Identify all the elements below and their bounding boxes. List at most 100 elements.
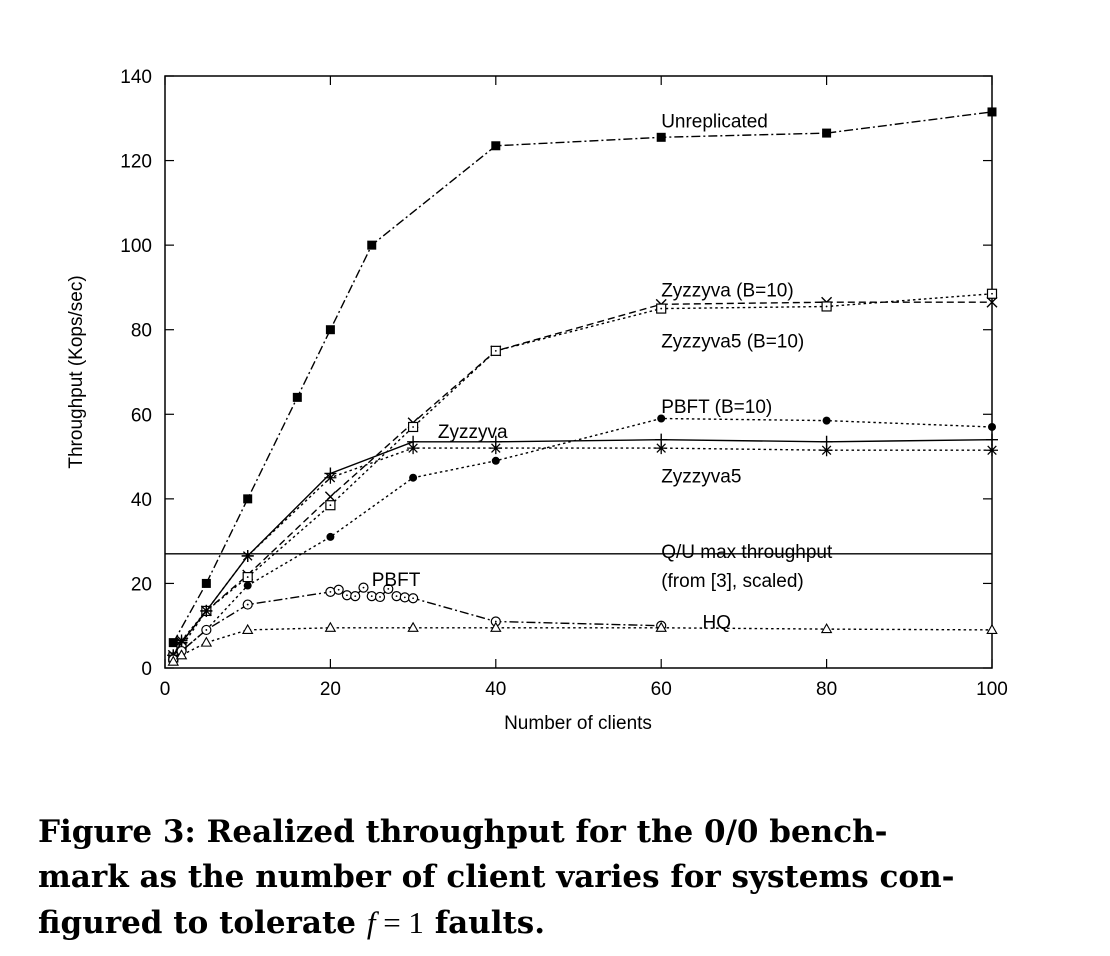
data-point bbox=[243, 494, 253, 504]
marker-dot bbox=[329, 504, 332, 507]
series-line bbox=[172, 417, 993, 660]
marker-dot bbox=[379, 596, 381, 598]
series-label: HQ bbox=[703, 612, 732, 633]
series-label: Zyzzyva5 (B=10) bbox=[661, 331, 804, 352]
data-point bbox=[822, 416, 831, 425]
series-zyzzyva bbox=[167, 433, 998, 662]
data-point bbox=[366, 591, 377, 602]
data-point bbox=[408, 421, 419, 433]
marker-dot bbox=[337, 588, 340, 591]
series-pbft-b-10 bbox=[169, 414, 996, 664]
caption-line-3-end: faults. bbox=[423, 905, 546, 941]
data-point bbox=[325, 586, 336, 597]
series-label: Unreplicated bbox=[661, 111, 768, 132]
data-point bbox=[408, 593, 419, 604]
data-point bbox=[820, 622, 833, 634]
x-tick-label: 60 bbox=[651, 679, 672, 700]
plot-frame bbox=[164, 75, 993, 669]
data-point bbox=[350, 591, 361, 602]
marker-dot bbox=[362, 586, 365, 589]
data-point bbox=[409, 473, 418, 482]
data-point bbox=[324, 471, 337, 484]
marker-dot bbox=[354, 595, 357, 598]
data-point bbox=[175, 649, 188, 660]
marker-dot bbox=[246, 603, 249, 606]
x-tick-label: 40 bbox=[485, 679, 506, 700]
marker-dot bbox=[246, 576, 249, 578]
series-line bbox=[172, 447, 992, 656]
caption-line-3-start: figured to tolerate bbox=[38, 905, 367, 941]
data-point bbox=[821, 301, 832, 312]
data-point bbox=[201, 578, 211, 588]
data-point bbox=[986, 433, 998, 446]
series-pbft bbox=[168, 582, 667, 665]
caption-math-rest: = 1 bbox=[375, 905, 424, 940]
series-group bbox=[167, 107, 998, 666]
data-point bbox=[292, 392, 302, 402]
data-point bbox=[820, 444, 833, 457]
y-tick-label: 60 bbox=[131, 405, 152, 426]
series-label: PBFT bbox=[372, 570, 421, 591]
marker-dot bbox=[825, 305, 828, 308]
series-label: Zyzzyva5 bbox=[661, 467, 741, 488]
data-point bbox=[243, 581, 252, 590]
marker-dot bbox=[403, 596, 406, 599]
x-axis-label: Number of clients bbox=[504, 713, 652, 734]
reference-line-group: Q/U max throughput (from [3], scaled) bbox=[165, 542, 992, 592]
throughput-chart: 0 20 40 60 80 100 0 20 40 60 80 100 120 140 Q/U max t… bbox=[66, 67, 1008, 734]
series-zyzzyva5 bbox=[167, 442, 998, 662]
marker-dot bbox=[412, 597, 414, 600]
data-point bbox=[324, 491, 336, 503]
data-point bbox=[242, 599, 253, 610]
caption-line-1: Figure 3: Realized throughput for the 0/… bbox=[38, 814, 888, 850]
y-tick-label: 80 bbox=[131, 321, 152, 342]
caption-math-var: f bbox=[366, 905, 376, 940]
x-tick-label: 80 bbox=[816, 679, 837, 700]
x-tick-label: 100 bbox=[976, 679, 1008, 700]
y-tick-label: 0 bbox=[141, 659, 152, 680]
marker-dot bbox=[660, 307, 663, 310]
data-point bbox=[175, 634, 188, 647]
y-tick-label: 20 bbox=[131, 574, 152, 595]
data-point bbox=[241, 623, 254, 634]
data-point bbox=[325, 500, 336, 511]
data-point bbox=[489, 442, 502, 455]
data-point bbox=[201, 624, 212, 636]
qu-max-throughput-label: (from [3], scaled) bbox=[661, 571, 804, 592]
data-point bbox=[491, 141, 501, 151]
data-point bbox=[657, 414, 666, 423]
series-line bbox=[172, 438, 993, 656]
x-tick-label: 0 bbox=[160, 679, 171, 700]
marker-dot bbox=[205, 629, 208, 631]
series-label: Zyzzyva bbox=[438, 422, 508, 443]
axes: 0 20 40 60 80 100 0 20 40 60 80 100 120 140 bbox=[120, 67, 1008, 700]
marker-dot bbox=[370, 595, 373, 598]
data-point bbox=[407, 442, 420, 455]
data-point bbox=[490, 345, 501, 356]
caption-math: f = 1 bbox=[367, 905, 424, 940]
series-zyzzyva5-b-10 bbox=[168, 288, 998, 663]
series-zyzzyva-b-10 bbox=[167, 296, 998, 661]
series-line bbox=[172, 301, 992, 656]
data-point bbox=[490, 621, 502, 632]
data-point bbox=[986, 444, 998, 457]
marker-dot bbox=[346, 594, 348, 597]
data-point bbox=[656, 132, 666, 142]
marker-dot bbox=[494, 349, 497, 352]
data-point bbox=[200, 636, 213, 647]
series-hq bbox=[167, 621, 998, 666]
data-point bbox=[341, 590, 353, 601]
data-point bbox=[358, 582, 369, 593]
data-point bbox=[326, 532, 335, 541]
y-tick-label: 40 bbox=[131, 490, 152, 511]
data-point bbox=[491, 456, 500, 465]
series-line bbox=[172, 627, 993, 663]
data-point bbox=[367, 240, 377, 250]
y-axis-label: Throughput (Kops/sec) bbox=[66, 275, 87, 468]
data-point bbox=[391, 591, 402, 602]
data-point bbox=[987, 107, 997, 117]
data-point bbox=[383, 583, 394, 595]
y-tick-label: 120 bbox=[120, 152, 152, 173]
marker-dot bbox=[329, 590, 332, 593]
series-labels: Unreplicated Zyzzyva (B=10) Zyzzyva5 (B=10… bbox=[372, 111, 805, 633]
